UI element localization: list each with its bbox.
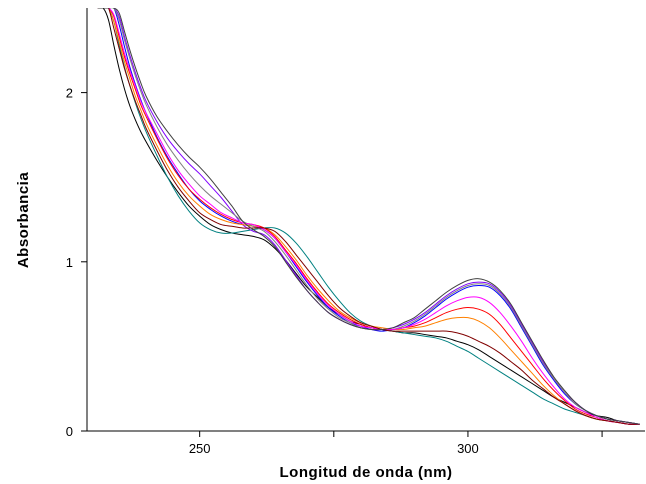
series-line-7 — [97, 8, 640, 425]
series-line-3 — [97, 8, 640, 425]
series-line-6 — [97, 8, 640, 425]
series-group — [97, 8, 640, 425]
y-tick-label-0: 0 — [66, 424, 73, 439]
series-line-9 — [97, 8, 640, 425]
x-tick-label-300: 300 — [457, 441, 479, 456]
series-line-1 — [97, 8, 640, 425]
series-line-4 — [97, 8, 640, 425]
y-axis-title: Absorbancia — [15, 172, 32, 269]
series-line-8 — [97, 8, 640, 425]
x-axis-title: Longitud de onda (nm) — [280, 464, 453, 481]
series-line-2 — [97, 8, 640, 425]
y-tick-label-2: 2 — [66, 86, 73, 101]
y-tick-label-1: 1 — [66, 255, 73, 270]
axes — [86, 8, 645, 432]
series-line-5 — [97, 8, 640, 425]
x-tick-label-250: 250 — [189, 441, 211, 456]
ticks: 0 1 2 250 300 — [66, 86, 603, 456]
series-line-10 — [97, 8, 640, 425]
